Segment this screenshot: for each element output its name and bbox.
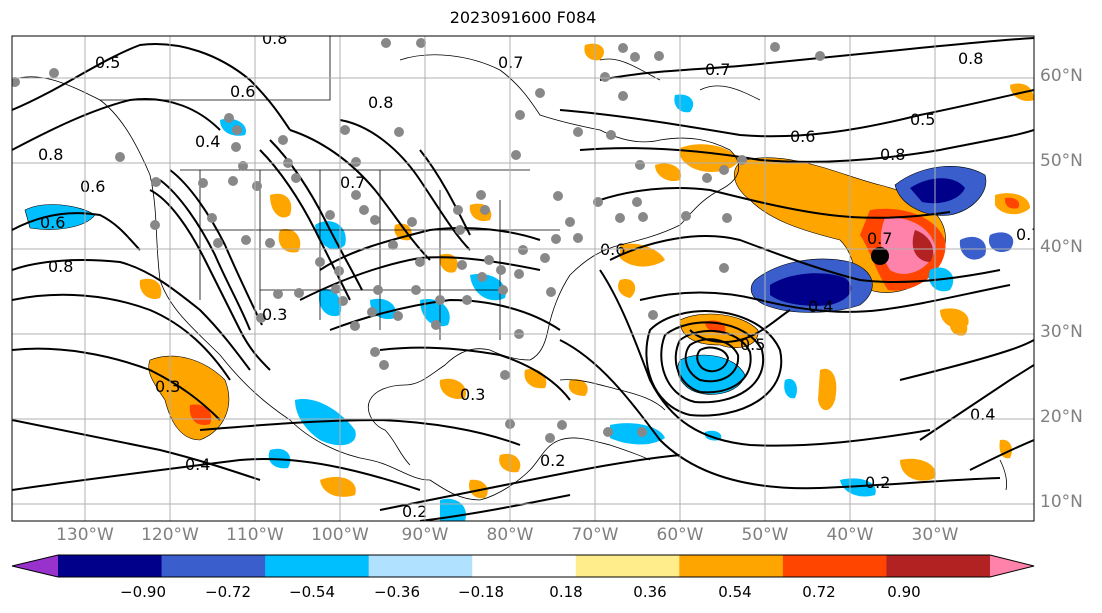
- contour-label: 0.7: [498, 53, 523, 72]
- lat-label: 40°N: [1040, 237, 1083, 257]
- contour-label: 0.2: [540, 451, 565, 470]
- colorbar-tick: −0.36: [374, 583, 420, 601]
- lon-label: 60°W: [656, 525, 704, 545]
- contour-label: 0.3: [155, 377, 180, 396]
- contour-label: 0.2: [865, 473, 890, 492]
- colorbar-outline: [11, 554, 1035, 578]
- contour-label: 0.8: [48, 257, 73, 276]
- contour-label: 0.6: [230, 82, 255, 101]
- map-frame: [11, 35, 1035, 522]
- lon-label: 110°W: [226, 525, 284, 545]
- lon-label: 30°W: [911, 525, 959, 545]
- colorbar-tick: 0.18: [549, 583, 583, 601]
- contour-label: 0.5: [95, 53, 120, 72]
- storm-center-marker: [871, 247, 889, 265]
- gridlines: [12, 36, 1034, 521]
- colorbar-tick: 0.54: [718, 583, 752, 601]
- contour-label: 0.8: [368, 93, 393, 112]
- colorbar-tick: −0.18: [458, 583, 504, 601]
- lat-label: 20°N: [1040, 407, 1083, 427]
- colorbar-segment: [58, 555, 163, 577]
- contour-label: 0.4: [185, 455, 210, 474]
- colorbar-segment: [368, 555, 473, 577]
- colorbar-segments: [12, 555, 1034, 577]
- colorbar-segment: [575, 555, 680, 577]
- contour-label: 0.7: [705, 60, 730, 79]
- colorbar-tick: −0.72: [205, 583, 251, 601]
- lon-label: 120°W: [141, 525, 199, 545]
- colorbar-segment: [161, 555, 266, 577]
- lon-label: 80°W: [486, 525, 534, 545]
- contour-label: 0.5: [910, 110, 935, 129]
- contour-label: 0.5: [740, 335, 765, 354]
- lon-label: 50°W: [741, 525, 789, 545]
- colorbar-segment: [472, 555, 577, 577]
- contour-label: 0.7: [1016, 225, 1041, 244]
- colorbar-tick: 0.36: [633, 583, 667, 601]
- lat-label: 10°N: [1040, 492, 1083, 512]
- lon-label: 130°W: [56, 525, 114, 545]
- colorbar-tick: 0.72: [802, 583, 836, 601]
- contour-label: 0.3: [262, 305, 287, 324]
- colorbar-segment: [782, 555, 887, 577]
- lat-label: 50°N: [1040, 151, 1083, 171]
- colorbar-tick: −0.54: [289, 583, 335, 601]
- colorbar-segment: [679, 555, 784, 577]
- contour-label: 0.6: [40, 213, 65, 232]
- lat-label: 60°N: [1040, 66, 1083, 86]
- colorbar-tick: −0.90: [120, 583, 166, 601]
- contour-label: 0.6: [790, 127, 815, 146]
- lon-label: 90°W: [401, 525, 449, 545]
- colorbar-extend-max: [990, 555, 1034, 577]
- lon-label: 70°W: [571, 525, 619, 545]
- lon-label: 40°W: [826, 525, 874, 545]
- contour-label: 0.8: [262, 29, 287, 48]
- contour-label: 0.4: [808, 297, 833, 316]
- contour-label: 0.7: [340, 173, 365, 192]
- colorbar-segment: [265, 555, 370, 577]
- lat-label: 30°N: [1040, 322, 1083, 342]
- contour-label: 0.8: [880, 145, 905, 164]
- contour-label-group: 0.8 0.7 0.5 0.6 0.4 0.8 0.6 0.6 0.8 0.7 …: [38, 29, 1041, 521]
- contour-label: 0.8: [38, 145, 63, 164]
- contour-label: 0.6: [80, 177, 105, 196]
- contour-label: 0.7: [867, 229, 892, 248]
- map-title: 2023091600 F084: [449, 8, 597, 27]
- contour-label: 0.4: [195, 132, 220, 151]
- colorbar-segment: [886, 555, 991, 577]
- colorbar-tick: 0.90: [887, 583, 921, 601]
- lon-label: 100°W: [311, 525, 369, 545]
- contour-label: 0.2: [402, 502, 427, 521]
- colorbar-extend-min: [12, 555, 58, 577]
- contour-label: 0.8: [958, 49, 983, 68]
- contour-label: 0.3: [460, 385, 485, 404]
